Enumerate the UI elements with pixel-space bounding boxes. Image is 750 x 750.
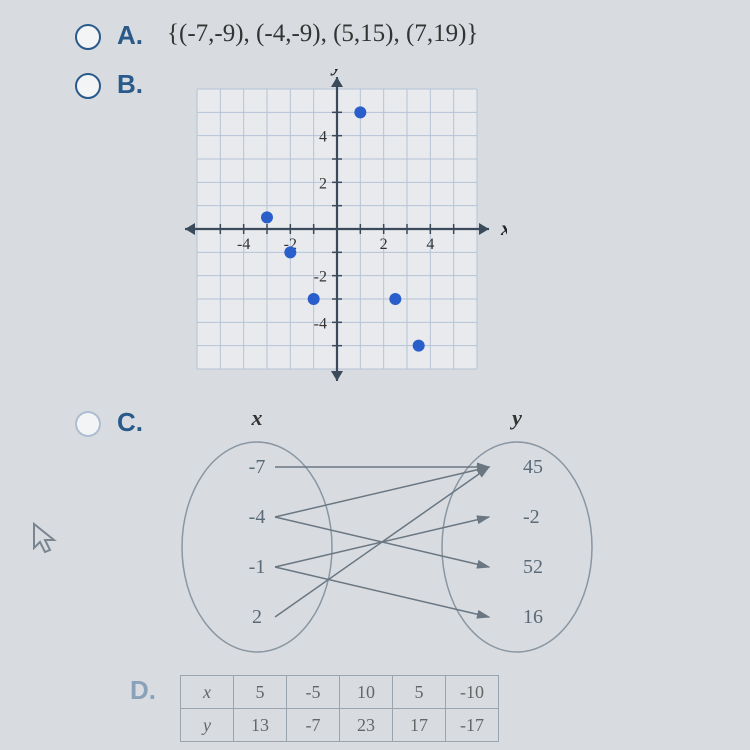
table-cell: -7 [287, 709, 340, 742]
svg-text:2: 2 [380, 236, 388, 253]
option-a-content: {(-7,-9), (-4,-9), (5,15), (7,19)} [167, 20, 730, 48]
table-row-header: y [181, 709, 234, 742]
table-cell: -10 [446, 676, 499, 709]
option-d-row: D. x5-5105-10y13-72317-17 [120, 675, 730, 742]
option-d-content: x5-5105-10y13-72317-17 [180, 675, 730, 742]
radio-a[interactable] [75, 24, 101, 50]
svg-text:-4: -4 [237, 236, 250, 253]
option-a-row: A. {(-7,-9), (-4,-9), (5,15), (7,19)} [75, 20, 730, 51]
svg-text:16: 16 [523, 606, 543, 628]
mapping-svg: x y -7 -4 -1 2 45 -2 52 16 [167, 407, 597, 657]
option-c-row: C. x y -7 -4 -1 2 45 -2 52 16 [75, 407, 730, 657]
svg-text:x: x [500, 218, 507, 240]
option-d-label: D. [130, 675, 160, 706]
table-cell: 5 [234, 676, 287, 709]
svg-text:-1: -1 [249, 556, 266, 578]
svg-text:y: y [331, 69, 342, 76]
table-cell: 13 [234, 709, 287, 742]
option-b-content: -4-224-4-224xy [167, 69, 730, 389]
svg-text:-2: -2 [314, 269, 327, 286]
svg-text:-7: -7 [249, 456, 266, 478]
table-cell: -17 [446, 709, 499, 742]
svg-text:45: 45 [523, 456, 543, 478]
option-c-content: x y -7 -4 -1 2 45 -2 52 16 [167, 407, 730, 657]
option-b-row: B. -4-224-4-224xy [75, 69, 730, 389]
data-table: x5-5105-10y13-72317-17 [180, 675, 499, 742]
option-b-label: B. [117, 69, 147, 100]
table-cell: -5 [287, 676, 340, 709]
table-row-header: x [181, 676, 234, 709]
graph-svg: -4-224-4-224xy [167, 69, 507, 389]
table-cell: 5 [393, 676, 446, 709]
svg-text:-4: -4 [314, 315, 327, 332]
set-text: {(-7,-9), (-4,-9), (5,15), (7,19)} [167, 20, 478, 47]
svg-text:-4: -4 [249, 506, 266, 528]
svg-text:4: 4 [319, 129, 327, 146]
svg-text:x: x [251, 407, 263, 430]
scatter-graph: -4-224-4-224xy [167, 69, 487, 389]
option-c-label: C. [117, 407, 147, 438]
svg-text:y: y [509, 407, 522, 430]
mapping-diagram: x y -7 -4 -1 2 45 -2 52 16 [167, 407, 597, 657]
option-a-label: A. [117, 20, 147, 51]
svg-text:4: 4 [426, 236, 434, 253]
table-cell: 10 [340, 676, 393, 709]
svg-text:-2: -2 [523, 506, 540, 528]
radio-c[interactable] [75, 411, 101, 437]
radio-b[interactable] [75, 73, 101, 99]
svg-text:2: 2 [319, 175, 327, 192]
svg-text:52: 52 [523, 556, 543, 578]
cursor-icon [30, 520, 64, 560]
svg-text:2: 2 [252, 606, 262, 628]
table-cell: 17 [393, 709, 446, 742]
table-cell: 23 [340, 709, 393, 742]
